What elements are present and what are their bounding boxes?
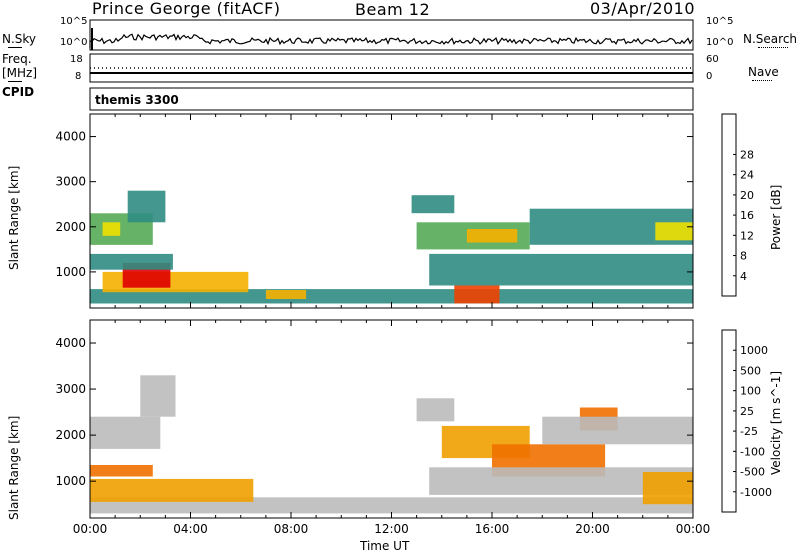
velocity-ytick-label: 4000 <box>55 336 86 350</box>
cpid-strip-frame <box>89 87 694 111</box>
power-colorbar-frame <box>721 113 737 297</box>
velocity-colorbar-tick-label: -500 <box>740 466 765 479</box>
power-region-3 <box>90 253 173 270</box>
velocity-colorbar-tick-label: 100 <box>740 385 761 398</box>
nsky-strip-frame <box>89 19 694 51</box>
nave-top-tick: 60 <box>706 54 719 65</box>
nsearch-top-tick: 10^5 <box>706 16 734 27</box>
power-colorbar-tick-label: 20 <box>740 189 754 202</box>
velocity-ytick-label: 1000 <box>55 474 86 488</box>
power-ytick-label: 4000 <box>55 130 86 144</box>
date-label: 03/Apr/2010 <box>590 0 696 18</box>
power-region-7 <box>265 290 307 299</box>
power-ytick-label: 1000 <box>55 265 86 279</box>
power-region-9 <box>429 253 693 286</box>
velocity-region-3 <box>90 416 161 449</box>
power-region-8 <box>454 285 500 304</box>
power-region-14 <box>655 222 693 241</box>
velocity-colorbar-tick-label: 500 <box>740 364 761 377</box>
power-colorbar-tick-label: 16 <box>740 209 754 222</box>
nsky-top-tick: 10^5 <box>60 16 88 27</box>
power-colorbar-tick-label: 28 <box>740 148 754 161</box>
time-xtick-label: 12:00 <box>374 522 409 536</box>
power-colorbar-tick-label: 4 <box>740 270 747 283</box>
freq-label: Freq. <box>2 52 32 66</box>
velocity-region-10 <box>642 472 694 505</box>
freq-top-tick: 18 <box>70 54 83 65</box>
station-title: Prince George (fitACF) <box>92 0 281 18</box>
nsearch-bottom-tick: 10^0 <box>706 37 734 48</box>
power-colorbar-tick-label: 8 <box>740 250 747 263</box>
freq-bottom-tick: 8 <box>75 71 82 82</box>
time-xlabel: Time UT <box>360 539 410 553</box>
nave-label: Nave <box>748 65 779 79</box>
velocity-region-2 <box>90 465 153 477</box>
cpid-value: themis 3300 <box>95 93 179 107</box>
power-region-5 <box>102 222 121 236</box>
nave-bottom-tick: 0 <box>706 71 713 82</box>
velocity-ytick-label: 2000 <box>55 428 86 442</box>
cpid-label: CPID <box>2 85 35 99</box>
freq-unit: [MHz] <box>2 66 38 80</box>
nsky-label: N.Sky <box>2 32 37 46</box>
freq-line <box>8 81 22 82</box>
velocity-colorbar-frame <box>721 329 737 513</box>
nsky-line <box>8 47 22 48</box>
beam-label: Beam 12 <box>355 0 431 19</box>
power-region-6 <box>127 190 166 223</box>
time-xtick-label: 04:00 <box>173 522 208 536</box>
velocity-colorbar-tick-label: -25 <box>740 425 758 438</box>
velocity-colorbar-tick-label: 25 <box>740 405 754 418</box>
power-region-11 <box>466 229 518 243</box>
power-colorbar-tick-label: 12 <box>740 229 754 242</box>
nsky-trace <box>89 33 693 48</box>
power-ytick-label: 2000 <box>55 220 86 234</box>
nsearch-label: N.Search <box>743 32 798 46</box>
time-xtick-label: 00:00 <box>73 522 108 536</box>
time-xtick-label: 08:00 <box>274 522 309 536</box>
velocity-ytick-label: 3000 <box>55 382 86 396</box>
velocity-colorbar-tick-label: -1000 <box>740 486 772 499</box>
nsearch-line <box>758 47 788 48</box>
velocity-region-1 <box>90 478 254 502</box>
power-colorbar-tick-label: 24 <box>740 169 754 182</box>
velocity-colorbar-tick-label: 1000 <box>740 344 768 357</box>
velocity-region-11 <box>416 398 455 422</box>
velocity-colorbar-tick-label: -100 <box>740 445 765 458</box>
velocity-region-4 <box>140 375 176 417</box>
nsky-bottom-tick: 10^0 <box>60 37 88 48</box>
nave-line <box>752 80 772 81</box>
time-xtick-label: 16:00 <box>475 522 510 536</box>
time-xtick-label: 00:00 <box>676 522 711 536</box>
velocity-region-9 <box>542 416 694 445</box>
power-region-12 <box>411 195 455 214</box>
time-xtick-label: 20:00 <box>575 522 610 536</box>
power-ytick-label: 3000 <box>55 175 86 189</box>
power-region-0 <box>90 289 693 304</box>
